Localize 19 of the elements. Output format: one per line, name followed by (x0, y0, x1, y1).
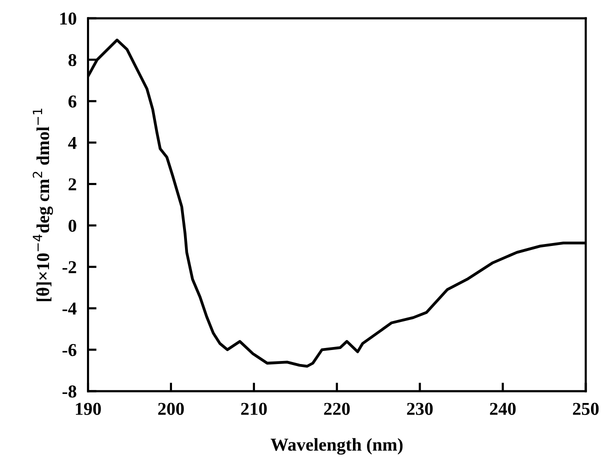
x-tick-label: 190 (76, 402, 101, 415)
y-tick-label: -4 (62, 302, 77, 315)
x-tick-label: 240 (490, 402, 516, 415)
y-tick-label: 8 (68, 54, 76, 66)
y-tick-label: 2 (68, 178, 76, 190)
x-tick-label: 230 (407, 402, 433, 415)
y-axis-title: [θ]×10$^{−4}$deg cm$^{2}$ dmol$^{−1}$ (32, 108, 53, 302)
y-tick-label: 0 (68, 220, 76, 232)
x-tick-label: 200 (158, 402, 184, 415)
x-tick-label: 250 (572, 402, 599, 415)
y-tick-label: 6 (68, 95, 76, 108)
x-tick-label: 220 (324, 402, 350, 415)
y-tick-label: 10 (60, 12, 76, 25)
x-tick-label: 210 (241, 402, 267, 415)
y-tick-label: -8 (62, 385, 76, 398)
x-axis-title: Wavelength (nm) (270, 438, 403, 455)
y-tick-label: -6 (62, 344, 76, 356)
y-tick-label: -2 (62, 261, 76, 274)
y-tick-label: 4 (68, 136, 77, 149)
